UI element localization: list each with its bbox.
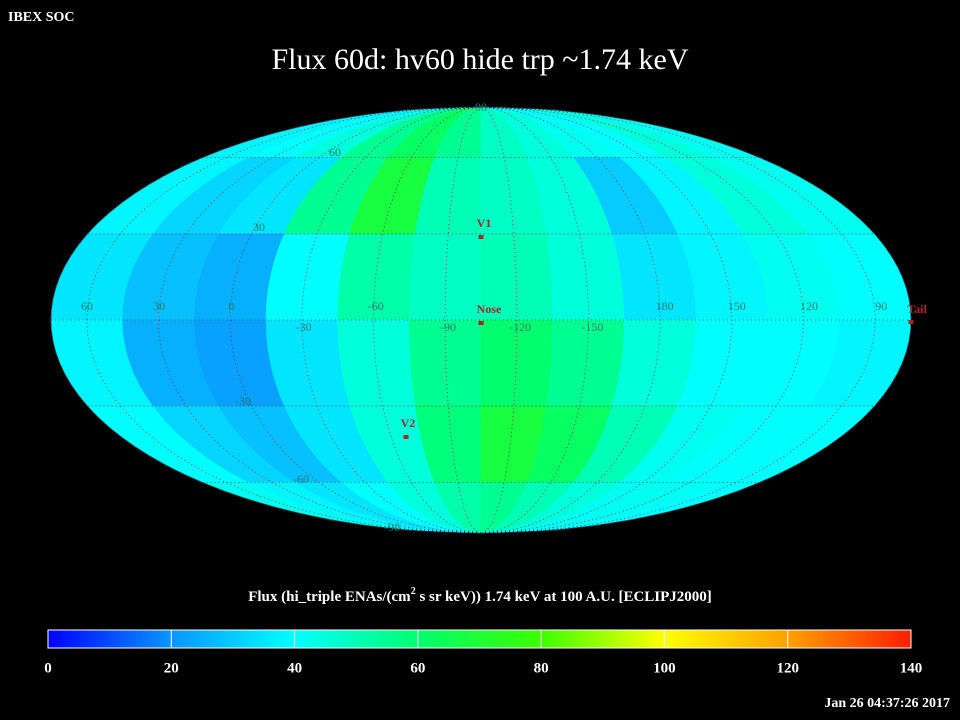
colorbar-tick-label: 60 (410, 660, 425, 676)
marker-label: V2 (401, 416, 416, 430)
colorbar: 0 20 40 60 80 100 120 140 (44, 629, 923, 676)
meridian (480, 106, 661, 534)
marker-dot (478, 321, 484, 325)
colorbar-tick-label: 0 (44, 660, 52, 676)
flux-cell (337, 319, 416, 407)
lat-label: 60 (329, 145, 341, 159)
meridian (229, 106, 482, 534)
lon-label: 120 (800, 299, 818, 313)
colorbar-tick-label: 40 (287, 660, 302, 676)
map-cells (50, 106, 912, 534)
timestamp: Jan 26 04:37:26 2017 (824, 696, 950, 711)
lon-label: 30 (153, 299, 165, 313)
map-grid (50, 106, 912, 534)
lon-label: 0 (228, 299, 234, 313)
meridian (444, 106, 482, 534)
flux-cell (546, 233, 625, 321)
lon-label: 150 (728, 299, 746, 313)
meridian (158, 106, 482, 534)
colorbar-tick-label: 140 (900, 660, 923, 676)
chart-title: Flux 60d: hv60 hide trp ~1.74 keV (271, 43, 688, 76)
colorbar-tick-label: 20 (164, 660, 179, 676)
lon-label: 90 (875, 299, 887, 313)
lon-label: -120 (509, 320, 531, 334)
flux-cell (408, 233, 482, 321)
colorbar-label: Flux (hi_triple ENAs/(cm2 s sr keV)) 1.7… (248, 586, 712, 605)
lat-label: -30 (235, 394, 251, 408)
colorbar-tick-label: 80 (534, 660, 549, 676)
marker-label: Tail (907, 302, 927, 316)
lon-label: 180 (656, 299, 674, 313)
lat-label: 30 (253, 220, 265, 234)
label-sup: 2 (411, 586, 416, 597)
marker-label: Nose (477, 302, 502, 316)
meridian (301, 106, 482, 534)
lat-label: -60 (293, 472, 309, 486)
lon-label: -30 (296, 320, 312, 334)
label-part: Flux (hi_triple ENAs/(cm (248, 589, 411, 605)
lon-label: -150 (581, 320, 603, 334)
colorbar-tick-label: 120 (776, 660, 799, 676)
label-part: s sr keV)) 1.74 keV at 100 A.U. [ECLIPJ2… (416, 589, 712, 605)
marker-dot (478, 235, 484, 239)
lon-label: -60 (368, 299, 384, 313)
map-labels: 60 30 0 -30 -60 -90 -120 -150 180 150 120 90 90 60 30 -… (81, 100, 927, 534)
lon-label: -90 (440, 320, 456, 334)
lon-label: 60 (81, 299, 93, 313)
marker-label: V1 (477, 216, 492, 230)
meridian (480, 106, 518, 534)
colorbar-tick-label: 100 (653, 660, 676, 676)
lat-label: -90 (384, 520, 400, 534)
marker-dot (908, 320, 914, 324)
marker-dot (403, 435, 409, 439)
lat-label: 90 (475, 100, 487, 114)
colorbar-fill (47, 629, 912, 649)
header: IBEX SOC (8, 10, 75, 25)
